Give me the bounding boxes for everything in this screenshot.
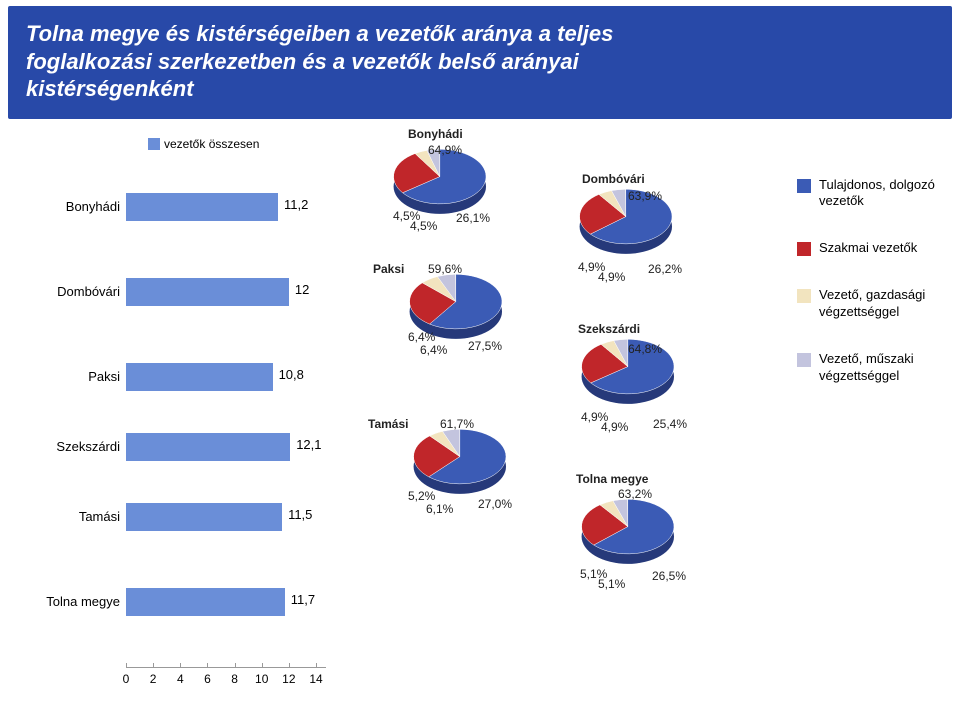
bar-label: Paksi (42, 369, 120, 384)
legend-label: Tulajdonos, dolgozó vezetők (819, 177, 942, 211)
pie-pct-label: 6,4% (408, 330, 435, 344)
bar-value: 11,2 (284, 197, 308, 212)
bar-row: Paksi10,8 (48, 357, 328, 397)
bar-row: Dombóvári12 (48, 272, 328, 312)
right-legend: Tulajdonos, dolgozó vezetők Szakmai vezet… (797, 177, 942, 415)
bar (126, 363, 273, 391)
bar-axis: 02468101214 (126, 667, 326, 668)
bar-chart: vezetők összesen Bonyhádi11,2 Dombóvári12… (48, 137, 328, 697)
pie-pct-label: 27,5% (468, 339, 502, 353)
bar-value: 11,5 (288, 507, 312, 522)
axis-tick (262, 663, 263, 668)
legend-swatch (797, 353, 811, 367)
pie-pct-label: 63,2% (618, 487, 652, 501)
bar-label: Dombóvári (42, 284, 120, 299)
pie-pct-label: 6,1% (426, 502, 453, 516)
bar-value: 10,8 (279, 367, 304, 382)
bar-label: Tamási (42, 509, 120, 524)
legend-label: Vezető, gazdasági végzettséggel (819, 287, 942, 321)
axis-tick (207, 663, 208, 668)
axis-tick-label: 8 (225, 672, 245, 686)
pie-pct-label: 4,9% (598, 270, 625, 284)
pie-pct-label: 27,0% (478, 497, 512, 511)
title-line3: kistérségenként (26, 75, 934, 103)
axis-tick-label: 0 (116, 672, 136, 686)
legend-item: Vezető, gazdasági végzettséggel (797, 287, 942, 321)
bar-label: Bonyhádi (42, 199, 120, 214)
axis-tick-label: 12 (279, 672, 299, 686)
legend-swatch (797, 242, 811, 256)
pie-title: Tamási (368, 417, 408, 431)
axis-tick (180, 663, 181, 668)
axis-tick (316, 663, 317, 668)
axis-tick (289, 663, 290, 668)
bar-row: Bonyhádi11,2 (48, 187, 328, 227)
bar-row: Szekszárdi12,1 (48, 427, 328, 467)
legend-item: Tulajdonos, dolgozó vezetők (797, 177, 942, 211)
legend-swatch (797, 179, 811, 193)
title-line2: foglalkozási szerkezetben és a vezetők b… (26, 48, 934, 76)
pie-pct-label: 63,9% (628, 189, 662, 203)
axis-tick-label: 14 (306, 672, 326, 686)
pie-pct-label: 26,2% (648, 262, 682, 276)
bar (126, 588, 285, 616)
bar-value: 12 (295, 282, 309, 297)
pie-title: Paksi (373, 262, 404, 276)
title-block: Tolna megye és kistérségeiben a vezetők … (8, 6, 952, 119)
bar-legend: vezetők összesen (148, 137, 259, 151)
pie-pct-label: 64,8% (628, 342, 662, 356)
axis-tick-label: 4 (170, 672, 190, 686)
pie-pct-label: 25,4% (653, 417, 687, 431)
bar-legend-swatch (148, 138, 160, 150)
bar-row: Tamási11,5 (48, 497, 328, 537)
pie-pct-label: 6,4% (420, 343, 447, 357)
content-area: vezetők összesen Bonyhádi11,2Dombóvári12… (8, 127, 952, 720)
pie-pct-label: 64,9% (428, 143, 462, 157)
bar-label: Tolna megye (42, 594, 120, 609)
bar-label: Szekszárdi (42, 439, 120, 454)
bar-value: 11,7 (291, 592, 315, 607)
axis-tick-label: 6 (197, 672, 217, 686)
title-line1: Tolna megye és kistérségeiben a vezetők … (26, 20, 934, 48)
bar (126, 503, 282, 531)
pie-pct-label: 26,5% (652, 569, 686, 583)
pie-pct-label: 59,6% (428, 262, 462, 276)
axis-tick (153, 663, 154, 668)
bar-row: Tolna megye11,7 (48, 582, 328, 622)
bar-value: 12,1 (296, 437, 321, 452)
axis-tick-label: 2 (143, 672, 163, 686)
pie-pct-label: 4,9% (601, 420, 628, 434)
bar (126, 433, 290, 461)
legend-item: Vezető, műszaki végzettséggel (797, 351, 942, 385)
pie-pct-label: 5,2% (408, 489, 435, 503)
axis-tick (126, 663, 127, 668)
axis-tick (235, 663, 236, 668)
legend-label: Szakmai vezetők (819, 240, 917, 257)
pie-pct-label: 4,5% (410, 219, 437, 233)
bar (126, 278, 289, 306)
pie-pct-label: 5,1% (598, 577, 625, 591)
pie-pct-label: 26,1% (456, 211, 490, 225)
axis-tick-label: 10 (252, 672, 272, 686)
pie-pct-label: 61,7% (440, 417, 474, 431)
pie-dombóvári (573, 177, 679, 270)
pie-title: Tolna megye (576, 472, 648, 486)
legend-item: Szakmai vezetők (797, 240, 942, 257)
bar-legend-label: vezetők összesen (164, 137, 259, 151)
legend-swatch (797, 289, 811, 303)
legend-label: Vezető, műszaki végzettséggel (819, 351, 942, 385)
bar (126, 193, 278, 221)
